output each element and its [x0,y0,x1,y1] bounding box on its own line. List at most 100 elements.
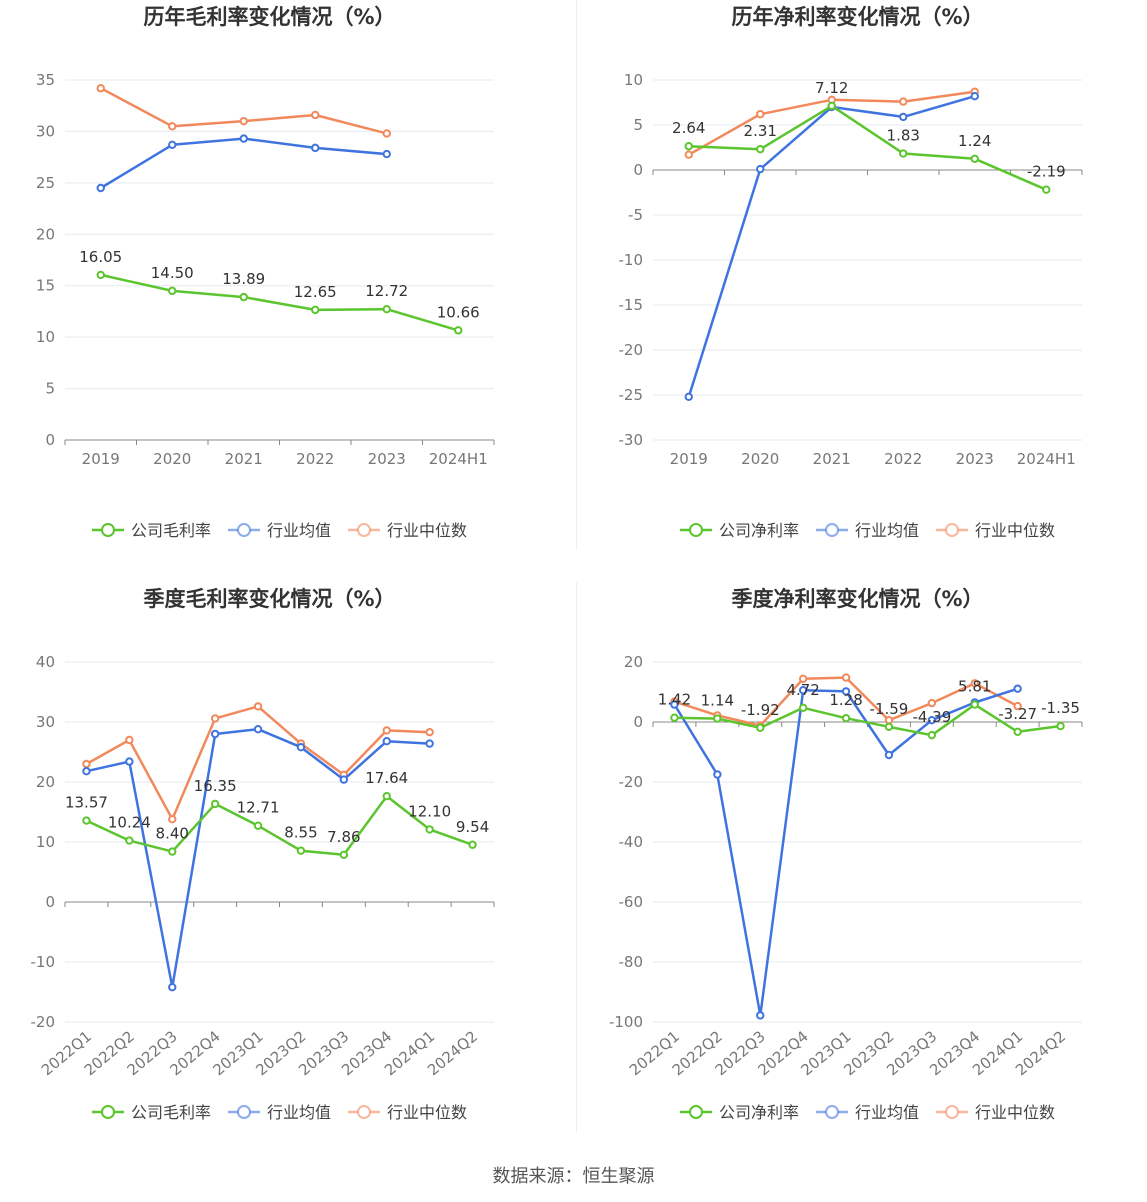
data-point-industry_median [253,702,263,711]
data-point-company [125,836,134,845]
legend-marker [689,523,703,537]
legend-marker [945,1105,959,1119]
data-point-industry_median [82,759,91,769]
data-label: 17.64 [365,769,408,787]
data-point-industry_median [684,150,693,159]
y-tick-label: 0 [45,431,55,449]
x-tick-label: 2022 [296,450,334,468]
data-point-industry_median [798,674,808,684]
legend-item-industry_median: 行业中位数 [936,1103,1055,1122]
data-point-company [884,722,894,731]
y-tick-label: -60 [619,893,644,911]
series-line-industry_avg [673,687,1018,1017]
data-point-industry_median [168,815,177,824]
legend-marker [101,1105,115,1119]
legend-item-industry_median: 行业中位数 [348,521,467,540]
chart-title: 季度毛利率变化情况（%） [143,587,395,611]
y-tick-label: -20 [31,1013,56,1031]
data-point-industry_avg [168,983,177,992]
y-tick-label: 20 [36,225,55,243]
series-line-company [100,273,459,332]
data-point-company [1056,721,1065,731]
y-tick-label: -5 [628,206,643,224]
source-label: 数据来源：恒生聚源 [492,1166,655,1187]
legend-item-company: 公司净利率 [680,1103,799,1122]
y-tick-label: 25 [36,174,55,192]
data-label: 12.72 [365,282,408,300]
data-label: 2.64 [672,119,705,137]
data-point-industry_avg [425,739,434,748]
data-label: 16.35 [194,777,237,795]
data-point-company [168,847,177,856]
legend-marker [101,523,115,537]
data-point-company [454,326,463,335]
chart-quarterly-gross-margin: 季度毛利率变化情况（%） -20 -10 0 10 20 30 40 2022Q1 2022Q2 2… [0,582,560,1142]
data-point-company [713,714,722,723]
data-label: -1.35 [1041,699,1080,717]
y-tick-label: 20 [36,773,55,791]
data-label: 12.71 [237,799,280,817]
data-point-industry_avg [382,149,391,159]
y-tick-label: 10 [36,328,55,346]
legend-marker [237,523,251,537]
x-tick-label: 2024H1 [429,450,488,468]
data-point-industry_avg [713,770,722,779]
data-label: 7.12 [815,79,848,97]
x-tick-label: 2021 [813,450,851,468]
data-point-industry_median [841,673,851,682]
data-point-industry_avg [670,700,679,709]
y-tick-label: 30 [36,122,55,140]
data-point-company [970,700,979,709]
data-label: 1.24 [958,132,991,150]
y-tick-label: 0 [633,713,643,731]
x-tick-label: 2020 [153,450,191,468]
legend-label: 行业均值 [855,1103,919,1122]
data-label: 13.89 [222,270,265,288]
y-tick-label: 10 [36,833,55,851]
data-point-industry_avg [239,134,248,143]
y-tick-label: 0 [45,893,55,911]
data-point-company [296,846,306,855]
data-label: 10.66 [437,303,480,321]
data-point-industry_median [210,714,220,723]
chart-quarterly-net-margin: 季度净利率变化情况（%） -100 -80 -60 -40 -20 0 20 2022Q1 202… [588,582,1147,1142]
data-point-industry_median [239,116,248,126]
data-point-industry_avg [1013,684,1022,693]
y-tick-label: 15 [36,277,55,295]
data-point-industry_median [884,716,894,725]
data-label: 13.57 [65,794,108,812]
legend-item-company: 公司毛利率 [92,1103,211,1122]
chart-title: 历年毛利率变化情况（%） [143,5,395,29]
legend-label: 公司毛利率 [131,521,211,540]
chart-svg: 季度净利率变化情况（%）-100-80-60-40-200202022Q1202… [609,587,1083,1122]
data-point-industry_median [970,679,979,688]
data-point-industry_median [899,97,908,106]
data-point-industry_avg [756,164,765,174]
data-point-industry_median [382,726,391,735]
series-line-industry_avg [86,727,430,989]
data-label: 1.83 [887,127,920,145]
y-tick-label: -15 [619,296,644,314]
chart-annual-net-margin: 历年净利率变化情况（%） -30 -25 -20 -15 -10 -5 0 5 10 2019 202… [588,0,1147,560]
legend-label: 公司毛利率 [131,1103,211,1122]
series-line-industry_avg [687,94,976,398]
legend-item-company: 公司净利率 [680,521,799,540]
data-point-company [1013,727,1022,737]
legend-label: 行业均值 [855,521,919,540]
legend-label: 行业均值 [267,1103,331,1122]
data-label: 2.31 [744,122,777,140]
data-point-company [82,816,91,825]
data-point-company [382,791,391,801]
data-point-company [756,723,765,732]
data-point-industry_median [96,84,105,93]
legend-label: 公司净利率 [719,521,799,540]
data-point-company [927,730,937,740]
legend-label: 行业中位数 [975,521,1055,540]
chart-svg: 历年毛利率变化情况（%） 0 5 10 15 20 25 30 35 2019 2020 2021 20… [36,5,495,540]
data-point-industry_avg [798,686,808,695]
legend-item-industry_median: 行业中位数 [936,521,1055,540]
data-label: 12.65 [294,283,337,301]
data-label: 1.14 [701,692,734,710]
data-label: 8.55 [284,824,317,842]
data-label: -2.19 [1027,163,1066,181]
